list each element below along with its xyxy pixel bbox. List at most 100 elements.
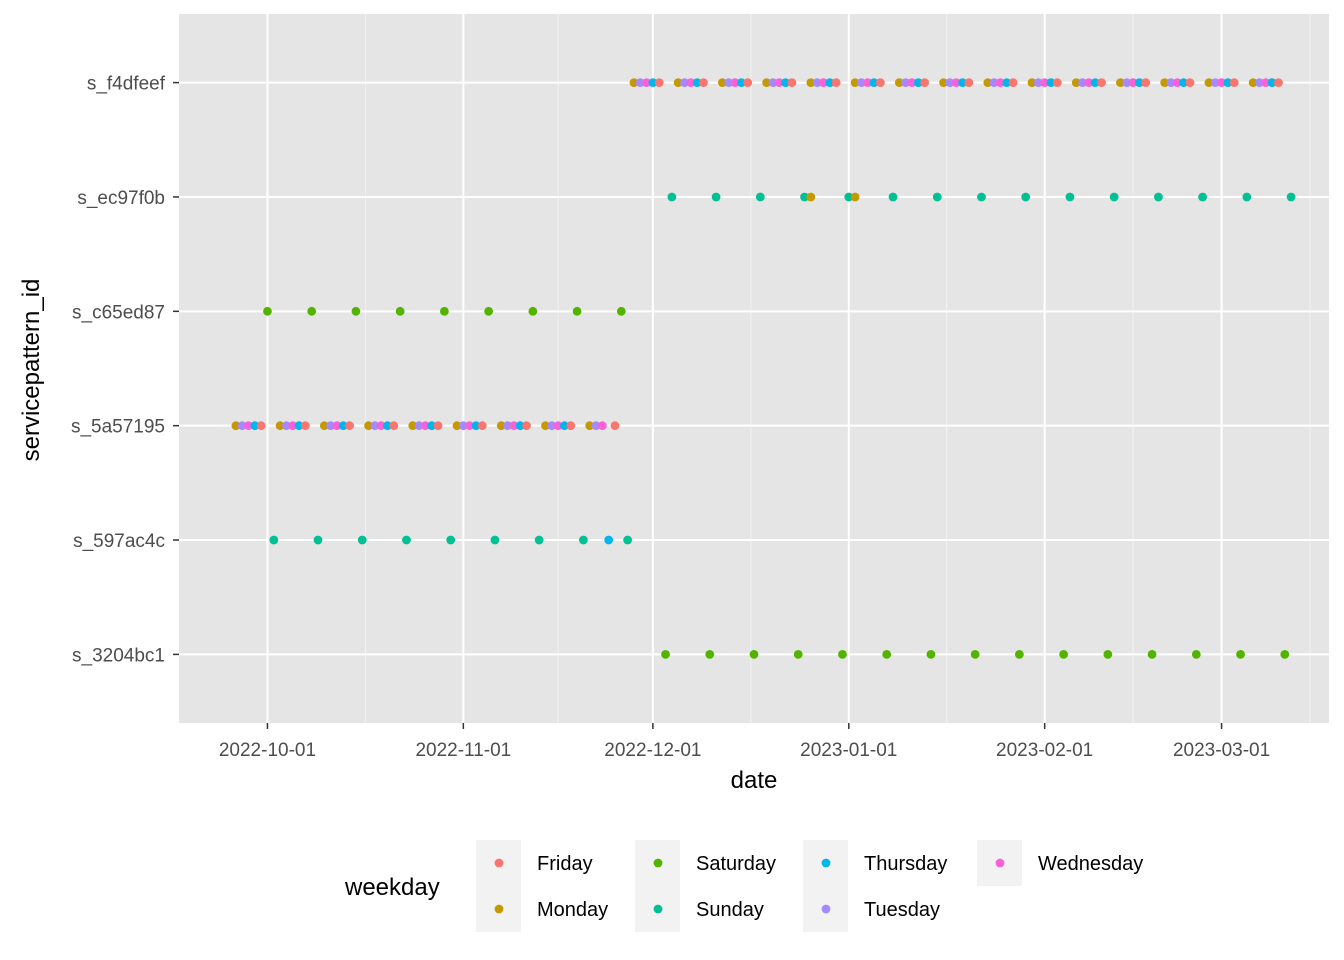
data-point — [806, 192, 816, 202]
data-point — [857, 78, 866, 88]
data-point — [294, 421, 304, 431]
data-point — [427, 421, 437, 431]
data-point — [781, 78, 790, 88]
data-point — [831, 78, 841, 88]
data-point — [1059, 649, 1069, 659]
data-point — [477, 421, 487, 431]
axis-ticks — [173, 81, 1223, 729]
data-point — [1166, 78, 1176, 88]
data-point — [1147, 649, 1157, 659]
data-point — [774, 78, 784, 88]
data-point — [1027, 78, 1037, 88]
data-point — [383, 421, 392, 431]
x-tick-label: 2023-02-01 — [996, 740, 1093, 761]
data-point — [1179, 78, 1189, 88]
x-axis-title: date — [731, 767, 778, 794]
data-point — [1008, 78, 1018, 88]
data-point — [421, 421, 430, 431]
data-point — [654, 78, 664, 88]
data-point — [686, 78, 696, 88]
data-point — [983, 78, 993, 88]
data-point — [231, 421, 241, 431]
data-point — [1280, 649, 1290, 659]
data-point — [509, 421, 519, 431]
data-point — [484, 306, 494, 316]
legend-label: Wednesday — [1038, 853, 1143, 875]
data-point — [800, 192, 809, 202]
data-point — [1021, 192, 1031, 202]
data-point — [496, 421, 506, 431]
data-point — [414, 421, 424, 431]
data-point — [408, 421, 418, 431]
data-point — [635, 78, 645, 88]
data-point — [819, 78, 828, 88]
legend-key-thursday — [821, 858, 831, 868]
legend-key-monday — [494, 904, 504, 914]
data-point — [1223, 78, 1233, 88]
data-point — [1153, 192, 1163, 202]
data-point — [1261, 78, 1271, 88]
legend-label: Saturday — [696, 853, 776, 875]
data-point — [768, 78, 778, 88]
data-point — [439, 306, 449, 316]
y-tick-label: s_f4dfeef — [87, 74, 166, 95]
data-point — [591, 421, 601, 431]
data-point — [964, 78, 974, 88]
data-point — [958, 78, 967, 88]
data-point — [793, 649, 803, 659]
data-point — [452, 421, 462, 431]
data-point — [1002, 78, 1012, 88]
y-tick-label: s_ec97f0b — [77, 188, 165, 209]
data-point — [724, 78, 734, 88]
data-point — [1065, 192, 1075, 202]
data-point — [945, 78, 955, 88]
legend-label: Thursday — [864, 853, 947, 875]
data-point — [667, 192, 677, 202]
x-tick-label: 2023-03-01 — [1173, 740, 1270, 761]
data-point — [433, 421, 443, 431]
data-point — [553, 421, 563, 431]
x-tick-label: 2023-01-01 — [800, 740, 897, 761]
x-tick-label: 2022-10-01 — [219, 740, 316, 761]
y-tick-label: s_3204bc1 — [72, 645, 165, 666]
y-tick-labels: s_3204bc1 s_597ac4c s_5a57195 s_c65ed87 s_ec… — [71, 74, 166, 667]
data-point — [661, 649, 670, 659]
data-point — [1128, 78, 1138, 88]
y-tick-label: s_c65ed87 — [72, 302, 165, 323]
data-point — [743, 78, 753, 88]
data-point — [901, 78, 911, 88]
data-point — [1084, 78, 1094, 88]
data-point — [389, 421, 399, 431]
data-point — [263, 306, 272, 316]
data-point — [749, 649, 759, 659]
data-point — [787, 78, 797, 88]
data-point — [1103, 649, 1113, 659]
data-point — [825, 78, 835, 88]
data-point — [1204, 78, 1214, 88]
data-point — [863, 78, 873, 88]
data-point — [402, 535, 411, 545]
data-point — [996, 78, 1005, 88]
data-point — [376, 421, 386, 431]
data-point — [806, 78, 816, 88]
data-point — [1236, 649, 1245, 659]
legend-key-saturday — [653, 858, 663, 868]
data-point — [250, 421, 260, 431]
data-point — [1109, 192, 1119, 202]
legend-key-friday — [494, 858, 504, 868]
data-point — [465, 421, 475, 431]
data-point — [642, 78, 651, 88]
data-point — [541, 421, 550, 431]
data-point — [730, 78, 740, 88]
data-point — [269, 535, 279, 545]
x-tick-label: 2022-11-01 — [415, 740, 511, 761]
data-point — [357, 535, 367, 545]
data-point — [547, 421, 557, 431]
y-axis-title: servicepattern_id — [18, 279, 45, 462]
y-tick-label: s_5a57195 — [71, 417, 165, 438]
x-tick-label: 2022-12-01 — [604, 740, 701, 761]
y-tick-label: s_597ac4c — [73, 531, 165, 552]
data-point — [1185, 78, 1195, 88]
data-point — [838, 649, 847, 659]
data-point — [1090, 78, 1100, 88]
